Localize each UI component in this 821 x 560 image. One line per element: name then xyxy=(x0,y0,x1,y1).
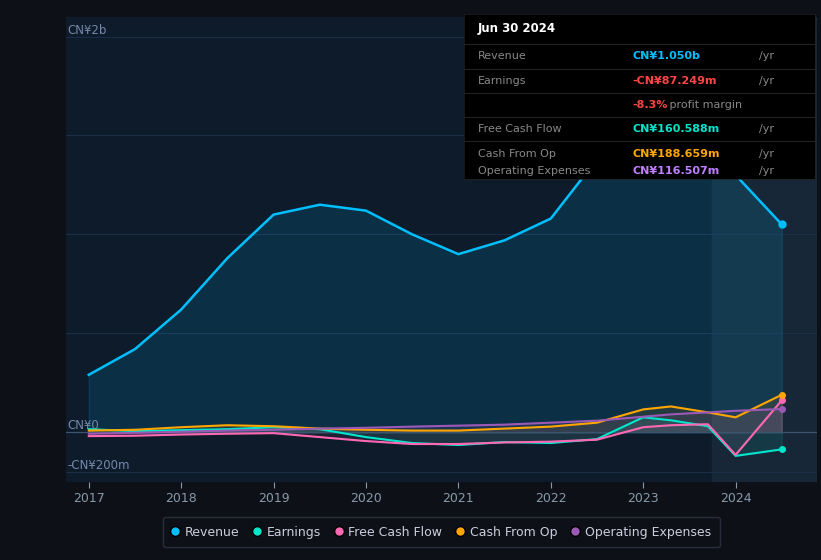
Text: -CN¥200m: -CN¥200m xyxy=(67,459,130,472)
Text: Jun 30 2024: Jun 30 2024 xyxy=(478,22,556,35)
Text: Operating Expenses: Operating Expenses xyxy=(478,166,590,176)
Text: CN¥188.659m: CN¥188.659m xyxy=(632,148,720,158)
Legend: Revenue, Earnings, Free Cash Flow, Cash From Op, Operating Expenses: Revenue, Earnings, Free Cash Flow, Cash … xyxy=(163,517,719,547)
Text: -8.3%: -8.3% xyxy=(632,100,668,110)
Text: /yr: /yr xyxy=(759,51,774,61)
Text: Revenue: Revenue xyxy=(478,51,526,61)
Text: /yr: /yr xyxy=(759,124,774,134)
Text: CN¥1.050b: CN¥1.050b xyxy=(632,51,700,61)
Text: -CN¥87.249m: -CN¥87.249m xyxy=(632,76,717,86)
Text: /yr: /yr xyxy=(759,76,774,86)
Text: Free Cash Flow: Free Cash Flow xyxy=(478,124,562,134)
Bar xyxy=(713,17,817,482)
Text: CN¥0: CN¥0 xyxy=(67,419,99,432)
Text: Cash From Op: Cash From Op xyxy=(478,148,556,158)
Text: CN¥2b: CN¥2b xyxy=(67,24,107,36)
Text: CN¥116.507m: CN¥116.507m xyxy=(632,166,720,176)
Text: CN¥160.588m: CN¥160.588m xyxy=(632,124,720,134)
Text: /yr: /yr xyxy=(759,148,774,158)
Text: /yr: /yr xyxy=(759,166,774,176)
Text: Earnings: Earnings xyxy=(478,76,526,86)
Text: profit margin: profit margin xyxy=(666,100,742,110)
